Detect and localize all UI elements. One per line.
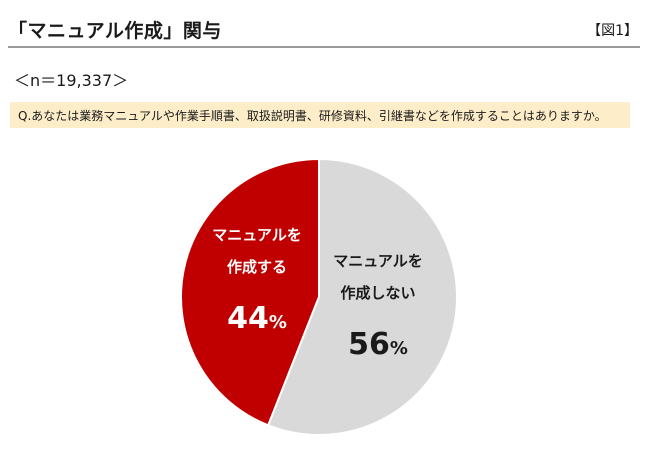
question-box: Q.あなたは業務マニュアルや作業手順書、取扱説明書、研修資料、引継書などを作成す…	[10, 102, 630, 128]
figure-label: 【図1】	[587, 23, 638, 39]
slice-value-label: 44%	[227, 301, 287, 336]
slice-label-line: マニュアルを	[212, 226, 302, 244]
header: 「マニュアル作成」関与 【図1】	[8, 10, 640, 48]
slice-label-line: 作成する	[227, 258, 287, 276]
slice-label-line: マニュアルを	[333, 252, 423, 270]
page-title: 「マニュアル作成」関与	[8, 20, 222, 42]
question-text: Q.あなたは業務マニュアルや作業手順書、取扱説明書、研修資料、引継書などを作成す…	[18, 109, 607, 123]
pie-slices	[180, 157, 458, 436]
pie-slice-not-create	[266, 157, 458, 436]
slice-value-label: 56%	[348, 327, 408, 362]
pie-slice-create	[180, 157, 320, 427]
slice-label-line: 作成しない	[340, 284, 415, 302]
sample-size: ＜n＝19,337＞	[14, 71, 129, 90]
